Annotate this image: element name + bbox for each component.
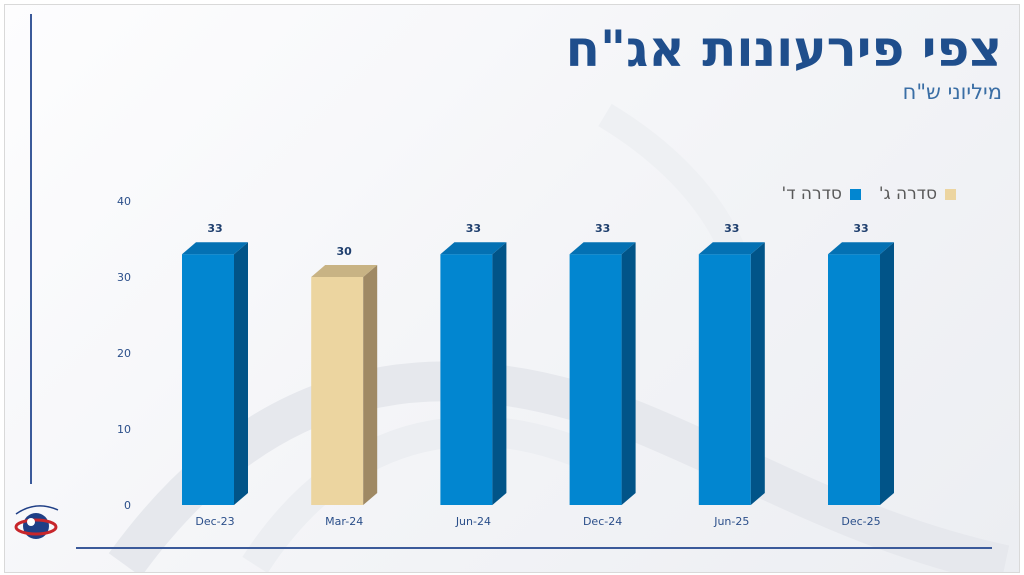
company-logo: [14, 505, 59, 539]
page-subtitle: מיליוני ש"ח: [902, 80, 1002, 104]
bar-top: [311, 265, 378, 277]
bar-side: [363, 265, 378, 505]
y-tick-label: 20: [117, 347, 131, 360]
bottom-accent-line: [76, 547, 992, 549]
bar-top: [440, 242, 507, 255]
data-label: 33: [207, 222, 222, 235]
legend-item-series-c: סדרה ג': [879, 184, 956, 204]
bar: [698, 254, 751, 505]
bar-side: [621, 242, 636, 505]
bar-top: [698, 242, 765, 255]
x-tick-label: Dec-24: [583, 515, 622, 528]
page-title: צפי פירעונות אג"ח: [565, 20, 1002, 78]
y-tick-label: 40: [117, 195, 131, 208]
bar-side: [492, 242, 507, 505]
x-tick-label: Dec-25: [841, 515, 880, 528]
y-tick-label: 10: [117, 423, 131, 436]
x-tick-label: Mar-24: [325, 515, 363, 528]
data-label: 33: [595, 222, 610, 235]
x-tick-label: Dec-23: [195, 515, 234, 528]
data-label: 33: [853, 222, 868, 235]
bar-top: [828, 242, 894, 255]
bar-top: [569, 242, 636, 255]
chart-legend: סדרה ג' סדרה ד': [782, 184, 956, 204]
y-tick-label: 30: [117, 271, 131, 284]
left-accent-line: [30, 14, 32, 484]
bar: [828, 254, 880, 505]
bar: [569, 254, 622, 505]
legend-label-series-d: סדרה ד': [781, 184, 842, 204]
legend-item-series-d: סדרה ד': [782, 184, 861, 204]
y-tick-label: 0: [124, 499, 131, 512]
legend-swatch-series-c: [945, 188, 956, 200]
legend-label-series-c: סדרה ג': [878, 184, 937, 204]
data-label: 33: [466, 222, 481, 235]
bar-side: [750, 242, 765, 505]
data-label: 33: [724, 222, 739, 235]
bar-top: [182, 242, 248, 255]
bar: [182, 254, 234, 505]
legend-swatch-series-d: [849, 188, 861, 200]
bar-side: [234, 242, 248, 505]
bar: [440, 254, 493, 505]
x-tick-label: Jun-25: [713, 515, 749, 528]
x-tick-label: Jun-24: [455, 515, 491, 528]
data-label: 30: [337, 245, 353, 258]
bar: [311, 277, 364, 505]
bar-side: [880, 242, 894, 505]
